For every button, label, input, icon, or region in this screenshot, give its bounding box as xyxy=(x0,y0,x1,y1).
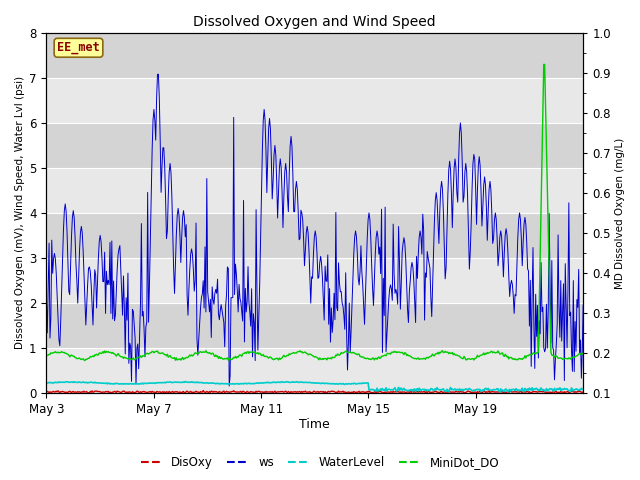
X-axis label: Time: Time xyxy=(300,419,330,432)
Bar xyxy=(46,168,583,213)
Bar xyxy=(46,123,583,168)
Y-axis label: MD Dissolved Oxygen (mg/L): MD Dissolved Oxygen (mg/L) xyxy=(615,137,625,288)
Bar xyxy=(46,348,583,393)
Bar xyxy=(46,258,583,303)
Bar xyxy=(46,303,583,348)
Legend: DisOxy, ws, WaterLevel, MiniDot_DO: DisOxy, ws, WaterLevel, MiniDot_DO xyxy=(136,452,504,474)
Title: Dissolved Oxygen and Wind Speed: Dissolved Oxygen and Wind Speed xyxy=(193,15,436,29)
Bar xyxy=(46,213,583,258)
Bar xyxy=(46,33,583,78)
Text: EE_met: EE_met xyxy=(57,41,100,54)
Y-axis label: Dissolved Oxygen (mV), Wind Speed, Water Lvl (psi): Dissolved Oxygen (mV), Wind Speed, Water… xyxy=(15,76,25,349)
Bar xyxy=(46,78,583,123)
